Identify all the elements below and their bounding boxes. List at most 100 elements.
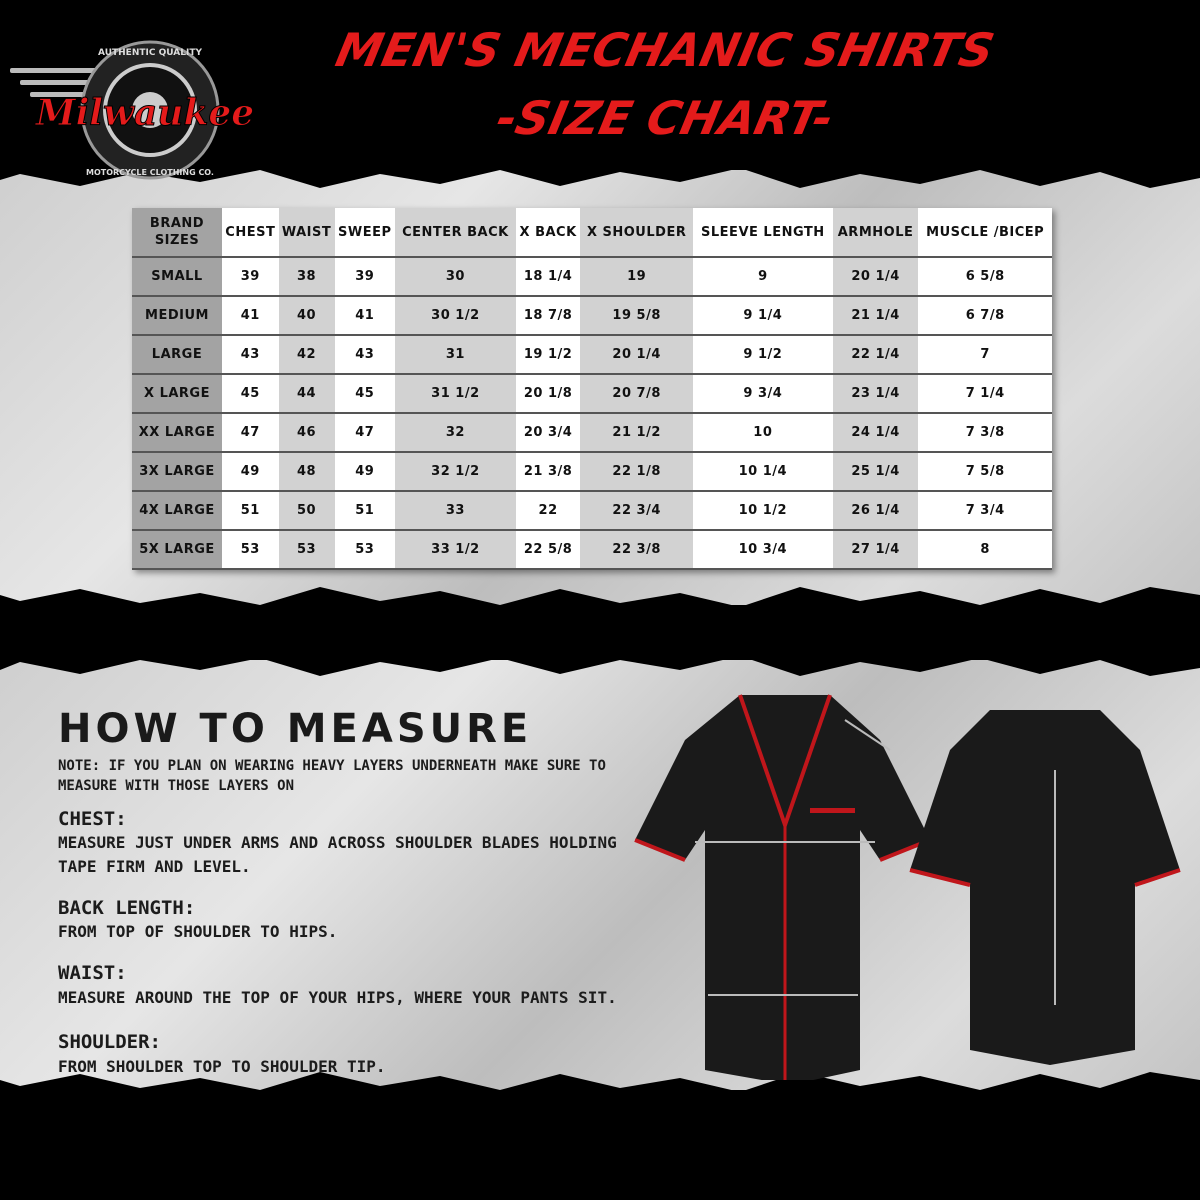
shirt-illustrations <box>634 694 1181 1080</box>
table-cell: 20 7/8 <box>580 374 693 414</box>
chest-heading: CHEST: <box>58 808 127 830</box>
waist-text: MEASURE AROUND THE TOP OF YOUR HIPS, WHE… <box>58 988 617 1007</box>
column-header: ARMHOLE <box>832 208 919 258</box>
table-cell: 21 3/8 <box>515 452 581 492</box>
table-cell: 19 <box>580 257 693 297</box>
size-label: 3X LARGE <box>132 452 222 492</box>
table-cell: 30 <box>395 257 516 297</box>
table-cell: 22 1/8 <box>580 452 693 492</box>
table-cell: 32 1/2 <box>395 452 516 492</box>
table-cell: 6 5/8 <box>918 257 1052 297</box>
table-cell: 7 3/8 <box>918 413 1052 453</box>
table-row: 5X LARGE 53 53 53 33 1/2 22 5/8 22 3/8 10 3/4 27… <box>132 530 1052 570</box>
table-cell: 47 <box>222 413 279 453</box>
table-cell: 6 7/8 <box>918 296 1052 336</box>
table-cell: 39 <box>222 257 279 297</box>
table-row: X LARGE 45 44 45 31 1/2 20 1/8 20 7/8 9 3/4 23 1… <box>132 374 1052 414</box>
size-chart-table: BRAND SIZES CHEST WAIST SWEEP CENTER BACK X B… <box>132 208 1052 570</box>
table-cell: 19 1/2 <box>515 335 581 375</box>
table-cell: 20 3/4 <box>515 413 581 453</box>
torn-edge <box>0 160 1200 188</box>
size-label: 4X LARGE <box>132 491 222 531</box>
table-cell: 48 <box>278 452 335 492</box>
table-cell: 10 1/2 <box>692 491 833 531</box>
table-cell: 9 <box>692 257 833 297</box>
size-label: MEDIUM <box>132 296 222 336</box>
table-cell: 43 <box>222 335 279 375</box>
table-cell: 24 1/4 <box>832 413 919 453</box>
table-cell: 38 <box>278 257 335 297</box>
table-cell: 39 <box>334 257 396 297</box>
table-cell: 7 <box>918 335 1052 375</box>
table-cell: 30 1/2 <box>395 296 516 336</box>
waist-heading: WAIST: <box>58 962 127 984</box>
column-header: WAIST <box>278 208 335 258</box>
table-cell: 53 <box>278 530 335 570</box>
column-header: X SHOULDER <box>580 208 693 258</box>
table-cell: 10 <box>692 413 833 453</box>
table-cell: 53 <box>222 530 279 570</box>
table-row: MEDIUM 41 40 41 30 1/2 18 7/8 19 5/8 9 1/4 21 1/… <box>132 296 1052 336</box>
table-cell: 44 <box>278 374 335 414</box>
column-header: CENTER BACK <box>395 208 516 258</box>
logo-brand-text: Milwaukee <box>34 92 254 134</box>
table-cell: 42 <box>278 335 335 375</box>
table-cell: 47 <box>334 413 396 453</box>
table-row: LARGE 43 42 43 31 19 1/2 20 1/4 9 1/2 22 1/4 7 <box>132 335 1052 375</box>
table-row: SMALL 39 38 39 30 18 1/4 19 9 20 1/4 6 5/8 <box>132 257 1052 297</box>
table-cell: 22 3/4 <box>580 491 693 531</box>
table-cell: 41 <box>222 296 279 336</box>
size-label: 5X LARGE <box>132 530 222 570</box>
table-row: 4X LARGE 51 50 51 33 22 22 3/4 10 1/2 26 1/4 7 3/… <box>132 491 1052 531</box>
table-cell: 7 3/4 <box>918 491 1052 531</box>
column-header: CHEST <box>222 208 279 258</box>
table-cell: 22 1/4 <box>832 335 919 375</box>
table-cell: 9 1/2 <box>692 335 833 375</box>
back-length-heading: BACK LENGTH: <box>58 897 196 919</box>
column-header: SLEEVE LENGTH <box>692 208 833 258</box>
table-cell: 23 1/4 <box>832 374 919 414</box>
measure-note: NOTE: IF YOU PLAN ON WEARING HEAVY LAYER… <box>58 758 606 794</box>
table-cell: 49 <box>222 452 279 492</box>
table-cell: 32 <box>395 413 516 453</box>
logo-bottom-text: MOTORCYCLE CLOTHING CO. <box>86 168 214 177</box>
table-cell: 21 1/4 <box>832 296 919 336</box>
table-row: XX LARGE 47 46 47 32 20 3/4 21 1/2 10 24 1/4 7 3/… <box>132 413 1052 453</box>
column-header: MUSCLE /BICEP <box>918 208 1052 258</box>
title-line-2: -SIZE CHART- <box>491 91 839 145</box>
table-cell: 22 3/8 <box>580 530 693 570</box>
title-line-1: MEN'S MECHANIC SHIRTS <box>331 23 999 77</box>
table-cell: 40 <box>278 296 335 336</box>
table-cell: 26 1/4 <box>832 491 919 531</box>
table-cell: 31 1/2 <box>395 374 516 414</box>
table-cell: 10 1/4 <box>692 452 833 492</box>
table-cell: 20 1/8 <box>515 374 581 414</box>
table-cell: 22 <box>515 491 581 531</box>
size-label: LARGE <box>132 335 222 375</box>
table-cell: 46 <box>278 413 335 453</box>
table-cell: 18 1/4 <box>515 257 581 297</box>
table-cell: 51 <box>334 491 396 531</box>
table-cell: 18 7/8 <box>515 296 581 336</box>
table-cell: 9 1/4 <box>692 296 833 336</box>
table-cell: 45 <box>222 374 279 414</box>
table-cell: 20 1/4 <box>580 335 693 375</box>
table-cell: 50 <box>278 491 335 531</box>
torn-edge <box>0 650 1200 676</box>
table-cell: 21 1/2 <box>580 413 693 453</box>
logo-top-text: AUTHENTIC QUALITY <box>98 48 202 58</box>
size-label: X LARGE <box>132 374 222 414</box>
size-label: SMALL <box>132 257 222 297</box>
milwaukee-logo: AUTHENTIC QUALITY MOTORCYCLE CLOTHING CO… <box>10 40 255 180</box>
table-cell: 7 1/4 <box>918 374 1052 414</box>
torn-edge <box>0 587 1200 615</box>
how-to-measure-heading: HOW TO MEASURE <box>58 706 533 752</box>
table-cell: 33 <box>395 491 516 531</box>
table-cell: 10 3/4 <box>692 530 833 570</box>
table-row: 3X LARGE 49 48 49 32 1/2 21 3/8 22 1/8 10 1/4 25… <box>132 452 1052 492</box>
table-cell: 43 <box>334 335 396 375</box>
shoulder-text: FROM SHOULDER TOP TO SHOULDER TIP. <box>58 1057 386 1076</box>
table-cell: 7 5/8 <box>918 452 1052 492</box>
table-cell: 31 <box>395 335 516 375</box>
table-cell: 53 <box>334 530 396 570</box>
